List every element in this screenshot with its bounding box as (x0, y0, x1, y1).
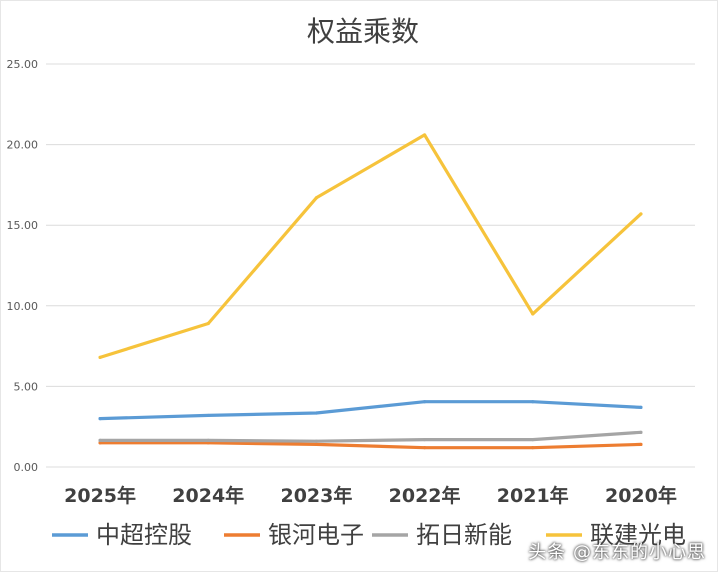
data-point (422, 133, 427, 137)
data-point (98, 355, 102, 359)
data-point (531, 400, 535, 404)
x-tick-label: 2024年 (172, 484, 244, 507)
x-tick-label: 2022年 (389, 484, 461, 507)
legend-label: 拓日新能 (416, 521, 512, 549)
watermark: 头条 @东东的小心思 (528, 542, 706, 563)
y-tick-label: 0.00 (14, 461, 39, 474)
chart-title: 权益乘数 (307, 15, 419, 48)
data-point (422, 400, 427, 404)
data-point (98, 417, 102, 421)
data-point (206, 413, 210, 418)
x-tick-label: 2023年 (280, 484, 352, 507)
data-point (98, 441, 102, 445)
data-point (314, 411, 319, 415)
x-tick-label: 2025年 (64, 484, 136, 507)
data-point (639, 430, 643, 434)
data-point (314, 196, 319, 200)
data-point (531, 446, 535, 450)
series-line (98, 133, 643, 359)
series-line (98, 441, 643, 450)
data-point (531, 437, 535, 442)
x-tick-label: 2021年 (497, 484, 569, 507)
legend-label: 银河电子 (268, 521, 364, 549)
series-line (98, 430, 643, 443)
data-point (206, 321, 210, 326)
data-point (639, 405, 643, 409)
series-line (98, 400, 643, 421)
data-point (206, 441, 210, 445)
data-point (422, 437, 427, 442)
data-point (531, 312, 535, 316)
data-point (639, 212, 643, 216)
y-tick-label: 25.00 (7, 58, 39, 71)
x-tick-label: 2020年 (605, 484, 677, 507)
y-tick-label: 10.00 (7, 300, 39, 313)
legend-label: 中超控股 (96, 521, 192, 549)
data-point (98, 438, 102, 443)
y-tick-label: 20.00 (7, 139, 39, 152)
y-tick-label: 15.00 (7, 219, 39, 232)
data-point (314, 439, 319, 443)
data-point (206, 438, 210, 443)
data-point (639, 442, 643, 447)
data-point (422, 446, 427, 450)
y-tick-label: 5.00 (14, 380, 39, 393)
data-point (314, 442, 319, 447)
legend-label: 联建光电 (590, 521, 686, 549)
